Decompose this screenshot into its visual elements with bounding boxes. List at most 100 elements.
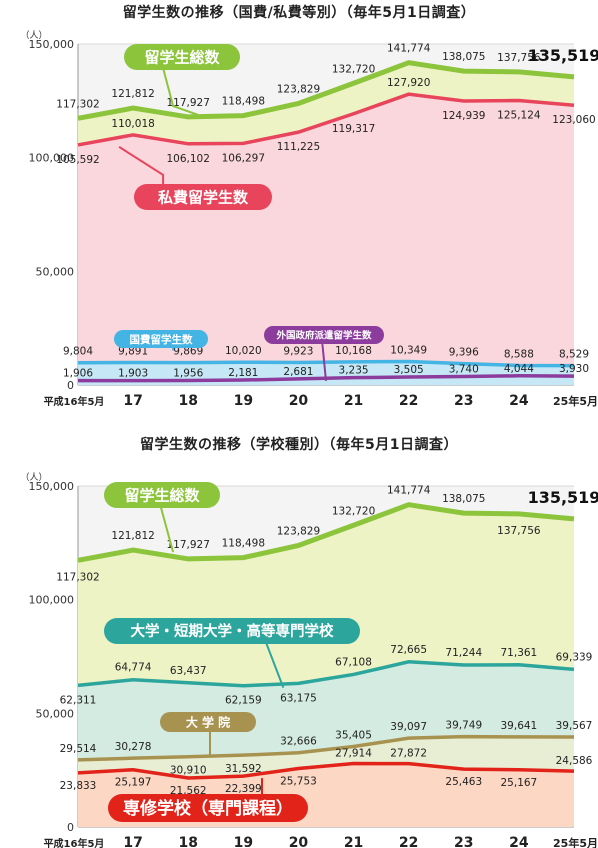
private-data-label: 125,124 bbox=[497, 110, 541, 122]
y-unit-label: （人） bbox=[20, 30, 47, 41]
grad-line bbox=[77, 734, 575, 762]
total-data-label: 141,774 bbox=[387, 485, 431, 497]
chart1-title: 留学生数の推移（国費/私費等別）（毎年5月1日調査） bbox=[122, 5, 476, 21]
gov-data-label: 9,891 bbox=[118, 346, 148, 358]
univ-data-label: 62,311 bbox=[60, 694, 97, 706]
private-data-label: 106,102 bbox=[167, 153, 210, 165]
foreign-gov-data-label: 3,930 bbox=[559, 363, 589, 375]
private-area bbox=[78, 94, 574, 386]
total-data-label: 132,720 bbox=[332, 63, 375, 75]
chart2-svg: 0 50,000 100,000 150,000（人） 平成16年5月 17 18 19 20 2… bbox=[20, 472, 598, 848]
gov-callout-label-bg bbox=[114, 330, 208, 348]
grad-callout-label: 大 学 院 bbox=[186, 714, 230, 729]
grad-data-label: 39,749 bbox=[445, 720, 482, 732]
private-data-label: 106,297 bbox=[222, 152, 265, 164]
x-tick-label: 25年5月 bbox=[553, 394, 598, 408]
private-line bbox=[77, 92, 575, 147]
y-tick-label: 150,000 bbox=[29, 480, 75, 493]
gov-data-label: 8,588 bbox=[504, 348, 534, 360]
univ-callout-label-bg bbox=[104, 618, 360, 644]
grad-data-label: 39,567 bbox=[556, 720, 593, 732]
foreign-gov-data-label: 3,505 bbox=[394, 364, 424, 376]
senshu-data-label: 23,833 bbox=[60, 780, 97, 792]
x-tick-label: 22 bbox=[399, 835, 418, 848]
total-data-label: 117,302 bbox=[56, 98, 99, 110]
univ-data-label: 69,339 bbox=[556, 651, 593, 663]
senshu-data-label: 22,399 bbox=[225, 783, 262, 795]
x-tick-label: 平成16年5月 bbox=[44, 395, 105, 408]
gov-data-label: 9,396 bbox=[449, 347, 479, 359]
senshu-data-label: 25,463 bbox=[445, 776, 482, 788]
grad-data-label: 30,278 bbox=[115, 741, 152, 753]
x-tick-label: 25年5月 bbox=[553, 836, 598, 848]
foreign-gov-data-label: 2,681 bbox=[283, 366, 313, 378]
private-data-label: 127,920 bbox=[387, 77, 430, 89]
x-tick-label: 20 bbox=[289, 393, 309, 409]
senshu-line bbox=[77, 761, 575, 780]
private-data-label: 105,592 bbox=[56, 154, 99, 166]
foreign-gov-data-label: 4,044 bbox=[504, 363, 534, 375]
private-callout-leader bbox=[118, 146, 165, 186]
private-data-label: 124,939 bbox=[442, 110, 485, 122]
chart1-svg: 0 50,000 100,000 150,000（人） 平成16年5月 17 18 19 20 2… bbox=[20, 30, 598, 409]
x-tick-label: 17 bbox=[123, 393, 142, 409]
x-tick-label: 平成16年5月 bbox=[44, 837, 105, 848]
univ-callout-label: 大学・短期大学・高等専門学校 bbox=[131, 622, 334, 640]
senshu-data-label: 25,753 bbox=[280, 775, 317, 787]
total-data-label: 117,927 bbox=[167, 539, 210, 551]
total-line bbox=[77, 502, 575, 563]
grad-data-label: 31,592 bbox=[225, 763, 262, 775]
foreign-gov-data-label: 3,740 bbox=[449, 363, 479, 375]
foreign-gov-data-label: 1,903 bbox=[118, 368, 148, 380]
y-tick-label: 50,000 bbox=[36, 707, 75, 720]
foreign-gov-data-label: 2,181 bbox=[228, 367, 258, 379]
x-tick-label: 22 bbox=[399, 393, 418, 409]
foreign-gov-data-label: 1,956 bbox=[173, 368, 203, 380]
senshu-data-label: 27,914 bbox=[335, 748, 372, 760]
total-callout-label: 留学生総数 bbox=[144, 48, 220, 66]
x-tick-label: 21 bbox=[344, 393, 363, 409]
gov-data-label: 10,349 bbox=[390, 344, 427, 356]
total-callout-leader bbox=[159, 503, 175, 553]
x-tick-label: 19 bbox=[234, 393, 253, 409]
foreign-gov-callout-leader bbox=[321, 339, 327, 382]
univ-data-label: 63,437 bbox=[170, 665, 207, 677]
private-data-label: 110,018 bbox=[111, 118, 154, 130]
grad-data-label: 30,910 bbox=[170, 765, 207, 777]
total-data-label: 117,302 bbox=[56, 571, 99, 583]
univ-data-label: 62,159 bbox=[225, 695, 262, 707]
gov-callout-label: 国費留学生数 bbox=[130, 333, 193, 346]
y-unit-label: （人） bbox=[20, 472, 47, 483]
total-data-label-latest: 135,519 bbox=[528, 46, 598, 65]
chart2-title: 留学生数の推移（学校種別）（毎年5月1日調査） bbox=[140, 437, 458, 453]
senshu-data-label: 25,167 bbox=[501, 777, 538, 789]
total-callout-label-bg bbox=[104, 482, 220, 508]
gov-data-label: 9,804 bbox=[63, 346, 93, 358]
total-callout-label-bg bbox=[124, 44, 240, 70]
x-tick-label: 24 bbox=[509, 393, 529, 409]
gov-data-label: 10,020 bbox=[225, 345, 262, 357]
gov-data-label: 8,529 bbox=[559, 349, 589, 361]
univ-data-label: 71,361 bbox=[501, 647, 538, 659]
gov-line bbox=[77, 359, 575, 368]
total-data-label-latest: 135,519 bbox=[528, 488, 598, 507]
foreign-gov-data-label: 1,906 bbox=[63, 368, 93, 380]
univ-data-label: 71,244 bbox=[445, 647, 482, 659]
total-data-label: 121,812 bbox=[111, 88, 154, 100]
total-data-label: 118,498 bbox=[222, 538, 265, 550]
total-callout-leader bbox=[162, 67, 199, 116]
senshu-callout-label-bg bbox=[108, 794, 308, 822]
total-data-label: 137,756 bbox=[497, 525, 541, 537]
foreign-gov-callout-label: 外国政府派遣留学生数 bbox=[275, 329, 372, 341]
total-data-label: 138,075 bbox=[442, 493, 485, 505]
private-callout-label: 私費留学生数 bbox=[157, 188, 249, 206]
senshu-data-label: 25,197 bbox=[115, 777, 152, 789]
x-tick-label: 19 bbox=[234, 835, 253, 848]
gov-data-label: 10,168 bbox=[335, 345, 372, 357]
total-data-label: 117,927 bbox=[167, 97, 210, 109]
senshu-callout-label: 専修学校（専門課程） bbox=[123, 798, 293, 819]
univ-data-label: 67,108 bbox=[335, 656, 372, 668]
total-data-label: 121,812 bbox=[111, 530, 154, 542]
total-data-label: 138,075 bbox=[442, 51, 485, 63]
x-tick-label: 17 bbox=[123, 835, 142, 848]
